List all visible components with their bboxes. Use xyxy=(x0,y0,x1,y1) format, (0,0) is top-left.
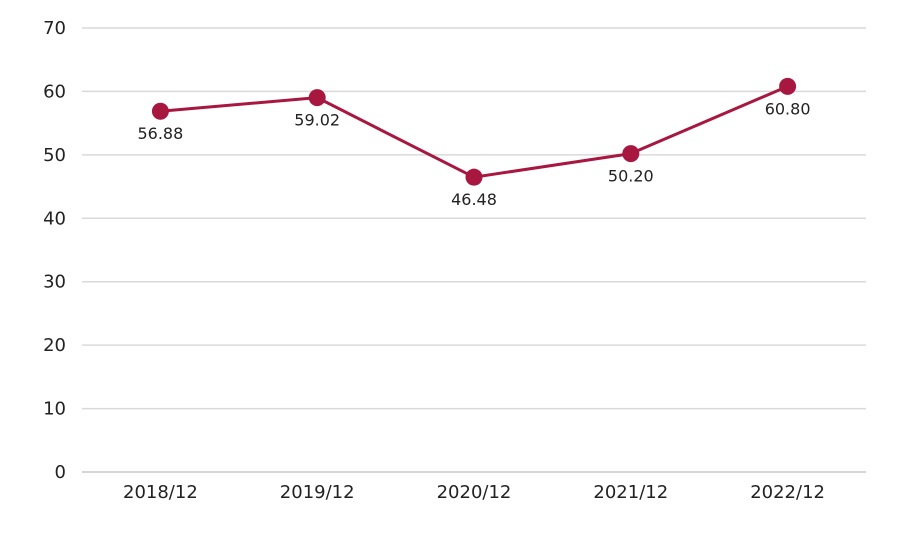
data-point xyxy=(465,168,483,186)
data-point xyxy=(779,77,797,95)
y-axis: 0 10 20 30 40 50 60 70 xyxy=(43,18,66,483)
series-line xyxy=(160,84,789,179)
data-point xyxy=(151,102,169,120)
data-label: 59.02 xyxy=(294,111,340,130)
data-label: 50.20 xyxy=(608,167,654,186)
x-tick-label: 2019/12 xyxy=(280,482,355,503)
series-layer xyxy=(151,77,797,186)
y-tick-label: 60 xyxy=(43,81,66,102)
data-point xyxy=(622,145,640,163)
y-tick-label: 30 xyxy=(43,272,66,293)
data-labels: 56.88 59.02 46.48 50.20 60.80 xyxy=(137,99,810,209)
data-label: 56.88 xyxy=(137,124,183,143)
y-tick-label: 50 xyxy=(43,145,66,166)
x-tick-label: 2020/12 xyxy=(437,482,512,503)
y-tick-label: 40 xyxy=(43,208,66,229)
data-label: 46.48 xyxy=(451,190,497,209)
x-tick-label: 2021/12 xyxy=(593,482,668,503)
gridlines xyxy=(82,27,866,473)
y-tick-label: 70 xyxy=(43,18,66,39)
x-tick-label: 2018/12 xyxy=(123,482,198,503)
y-tick-label: 10 xyxy=(43,399,66,420)
x-tick-label: 2022/12 xyxy=(750,482,825,503)
data-label: 60.80 xyxy=(765,99,811,118)
x-axis: 2018/12 2019/12 2020/12 2021/12 2022/12 xyxy=(123,482,825,503)
y-tick-label: 0 xyxy=(55,462,66,483)
data-point xyxy=(308,89,326,107)
y-tick-label: 20 xyxy=(43,335,66,356)
